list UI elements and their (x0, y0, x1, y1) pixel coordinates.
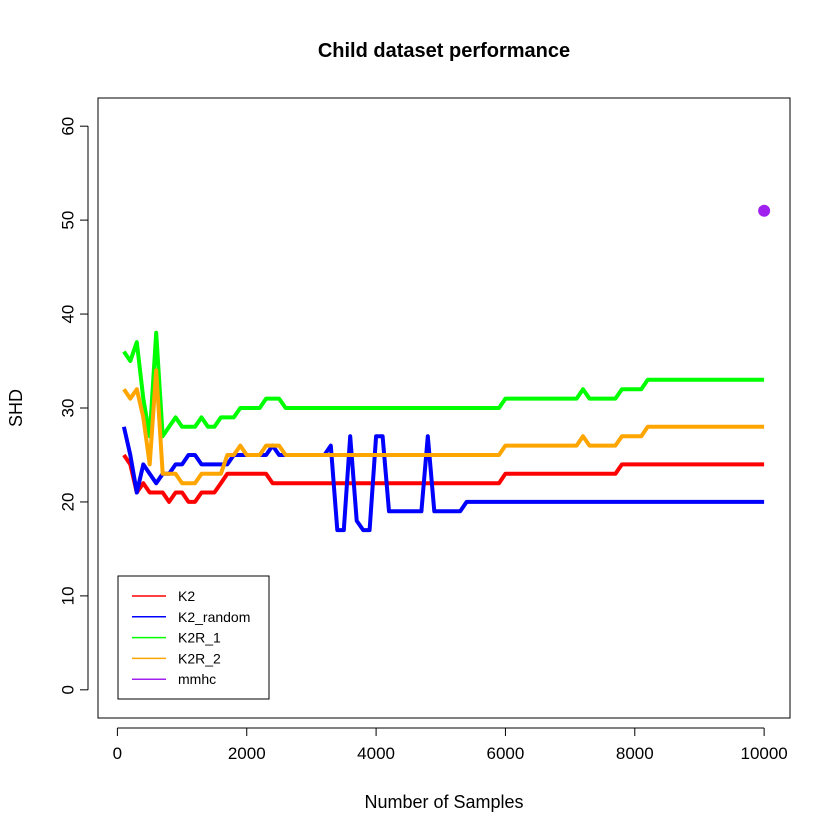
x-axis-label: Number of Samples (364, 792, 523, 812)
chart-title: Child dataset performance (318, 40, 570, 62)
y-tick-label: 60 (59, 117, 78, 136)
plot-frame (97, 97, 791, 719)
series-k2r-2-line (122, 368, 765, 486)
legend-label-mmhc: mmhc (178, 671, 216, 687)
series-k2-random-line (121, 426, 765, 533)
x-tick-label: 10000 (740, 744, 787, 763)
legend-label-k2-random: K2_random (178, 609, 250, 625)
y-tick-label: 40 (59, 305, 78, 324)
x-tick-label: 2000 (228, 744, 266, 763)
y-tick-label: 10 (59, 586, 78, 605)
y-axis-label: SHD (6, 389, 26, 427)
legend-label-k2r-1: K2R_1 (178, 630, 221, 646)
y-tick-label: 50 (59, 211, 78, 230)
series-k2-line (122, 453, 765, 504)
y-tick-label: 20 (59, 492, 78, 511)
x-tick-label: 0 (113, 744, 122, 763)
series-mmhc-point (758, 204, 771, 217)
plot-area: 0 2000 4000 6000 8000 10000 0 10 20 30 40 50 60 (59, 97, 791, 763)
series-k2r-1-line (122, 330, 765, 439)
x-tick-label: 6000 (487, 744, 525, 763)
y-tick-label: 30 (59, 399, 78, 418)
x-tick-label: 8000 (616, 744, 654, 763)
legend-label-k2r-2: K2R_2 (178, 650, 221, 666)
x-tick-label: 4000 (357, 744, 395, 763)
y-tick-label: 0 (59, 685, 78, 694)
legend-label-k2: K2 (178, 588, 195, 604)
